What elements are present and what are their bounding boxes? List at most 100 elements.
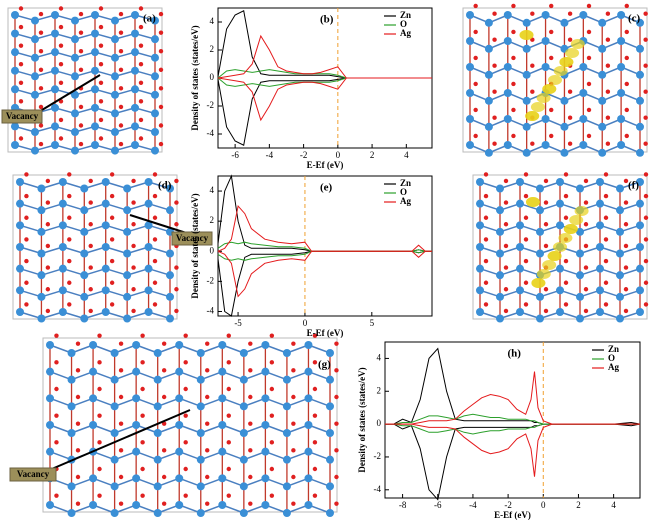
zn-atom [123, 271, 132, 280]
x-tick-label: 4 [611, 500, 616, 510]
o-atom [88, 200, 93, 205]
zn-atom [466, 89, 474, 97]
zn-atom [132, 474, 141, 483]
zn-atom [579, 89, 588, 97]
zn-atom [46, 341, 54, 349]
o-atom [523, 258, 529, 264]
o-atom [603, 215, 609, 220]
o-atom [269, 386, 275, 392]
zn-atom [131, 29, 139, 38]
zn-atom [522, 18, 531, 27]
o-atom [75, 474, 81, 480]
o-atom [543, 222, 549, 227]
zn-atom [304, 394, 313, 403]
zn-atom [101, 243, 110, 251]
charge-density [559, 57, 574, 67]
zn-atom [536, 184, 544, 193]
zn-atom [503, 89, 512, 97]
o-atom [248, 474, 253, 480]
zn-atom [51, 122, 59, 131]
o-atom [248, 368, 253, 373]
zn-atom [11, 66, 19, 75]
zn-atom [123, 206, 132, 215]
o-atom [140, 440, 145, 445]
zn-atom [516, 264, 524, 273]
zn-atom [261, 367, 270, 376]
zn-atom [91, 141, 99, 149]
zn-atom [516, 178, 524, 186]
zn-atom [598, 70, 607, 79]
zn-atom [261, 421, 270, 429]
o-atom [205, 341, 210, 346]
o-atom [109, 280, 115, 285]
zn-atom [89, 341, 98, 349]
zn-atom [218, 341, 227, 349]
o-atom [158, 49, 164, 54]
y-tick-label: -4 [207, 128, 215, 138]
zn-atom [598, 122, 607, 131]
o-atom [623, 265, 629, 270]
o-atom [623, 178, 629, 184]
o-atom [109, 193, 115, 199]
o-atom [54, 333, 59, 338]
o-atom [18, 99, 24, 104]
zn-atom [111, 90, 119, 99]
o-atom [138, 80, 144, 85]
x-tick-label: -6 [434, 500, 442, 510]
o-atom [567, 141, 573, 146]
zn-atom [166, 249, 174, 258]
zn-atom [579, 11, 588, 19]
zn-atom [304, 501, 313, 509]
o-atom [503, 287, 509, 292]
zn-atom [326, 482, 334, 491]
o-atom [140, 466, 145, 472]
zn-atom [110, 429, 119, 437]
zn-atom [536, 292, 544, 301]
o-atom [269, 440, 275, 445]
zn-atom [132, 394, 141, 403]
o-atom [483, 172, 489, 177]
o-atom [511, 107, 516, 113]
o-atom [583, 243, 589, 249]
o-atom [152, 258, 158, 264]
zn-atom [71, 146, 79, 155]
zn-atom [496, 314, 504, 323]
zn-atom [80, 314, 89, 323]
zn-atom [175, 341, 184, 349]
zn-atom [151, 128, 159, 136]
o-atom [58, 117, 64, 123]
zn-atom [304, 421, 313, 429]
zn-atom [111, 35, 119, 44]
o-atom [118, 123, 124, 128]
charge-density [548, 75, 562, 85]
cell-box [462, 7, 648, 153]
o-atom [138, 24, 144, 30]
zn-atom [175, 474, 184, 483]
zn-atom [58, 199, 67, 208]
o-atom [492, 141, 497, 146]
zn-atom [91, 48, 99, 57]
zn-atom [71, 109, 79, 118]
o-atom [643, 115, 648, 120]
o-atom [523, 193, 529, 199]
structure: (c) [462, 3, 648, 157]
o-atom [131, 265, 136, 270]
zn-atom [123, 292, 132, 301]
zn-atom [175, 367, 184, 376]
zn-atom [67, 509, 76, 517]
o-atom [140, 493, 145, 498]
zn-atom [31, 16, 39, 25]
o-atom [97, 333, 102, 338]
zn-atom [496, 249, 504, 258]
charge-density [542, 260, 557, 270]
o-atom [563, 302, 569, 307]
zn-atom [16, 199, 24, 208]
zn-atom [496, 271, 504, 280]
zn-atom [111, 53, 119, 62]
zn-atom [560, 18, 569, 27]
zn-atom [58, 308, 67, 316]
zn-atom [522, 96, 531, 105]
zn-atom [58, 286, 67, 295]
zn-atom [636, 221, 644, 230]
zn-atom [282, 455, 291, 464]
